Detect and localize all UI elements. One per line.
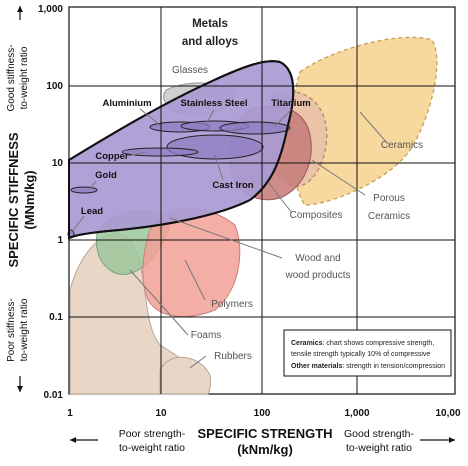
svg-text:Good strength-: Good strength-	[344, 428, 415, 440]
label-copper: Copper	[95, 151, 129, 162]
svg-text:to-weight ratio: to-weight ratio	[19, 298, 30, 361]
x-ticks: 1 10 100 1,000 10,00	[67, 408, 461, 419]
y-ticks: 1,000 100 10 1 0.1 0.01	[38, 4, 63, 401]
y-tick-0-1: 0.1	[49, 312, 63, 323]
label-metals-line2: and alloys	[182, 36, 238, 48]
label-composites: Composites	[290, 210, 343, 221]
x-axis-unit: (kNm/kg)	[237, 442, 293, 457]
metals-outline	[68, 60, 295, 240]
label-ceramics: Ceramics	[381, 140, 423, 151]
svg-text:tensile strength typically 10%: tensile strength typically 10% of compre…	[291, 351, 430, 358]
x-right-note: Good strength- to-weight ratio	[344, 428, 455, 454]
svg-text:Poor stiffness-: Poor stiffness-	[6, 298, 17, 362]
label-cast-iron: Cast Iron	[212, 180, 253, 191]
label-glasses: Glasses	[172, 65, 208, 76]
label-wood-line2: wood products	[284, 270, 350, 281]
svg-text:Ceramics: chart shows compress: Ceramics: chart shows compressive streng…	[291, 340, 434, 347]
label-wood-line1: Wood and	[295, 253, 340, 264]
x-tick-10: 10	[155, 408, 167, 419]
label-rubbers: Rubbers	[214, 351, 252, 362]
y-tick-0-01: 0.01	[44, 390, 64, 401]
label-gold: Gold	[95, 170, 117, 181]
region-copper	[121, 147, 199, 157]
regions	[67, 36, 438, 395]
svg-text:Other materials: strength in t: Other materials: strength in tension/com…	[291, 363, 445, 370]
grid	[69, 7, 455, 394]
x-tick-1: 1	[67, 408, 73, 419]
svg-text:Good stiffness-: Good stiffness-	[6, 44, 17, 111]
label-stainless-steel: Stainless Steel	[180, 98, 247, 109]
y-axis-title: SPECIFIC STIFFNESS	[6, 132, 21, 267]
metal-details	[67, 120, 291, 239]
label-lead: Lead	[81, 206, 103, 217]
x-tick-1000: 1,000	[344, 408, 369, 419]
y-tick-100: 100	[46, 81, 63, 92]
y-tick-1000: 1,000	[38, 4, 63, 15]
y-axis-unit: (MNm/kg)	[22, 170, 37, 229]
y-tick-10: 10	[52, 158, 64, 169]
y-top-note: Good stiffness- to-weight ratio	[6, 6, 30, 112]
leader-lines	[71, 108, 389, 369]
label-metals-line1: Metals	[192, 18, 228, 30]
y-tick-1: 1	[57, 235, 63, 246]
notes-box: Ceramics: chart shows compressive streng…	[283, 329, 452, 377]
x-axis-title: SPECIFIC STRENGTH	[197, 426, 332, 441]
label-titanium: Titanium	[271, 98, 310, 109]
region-labels: Metals and alloys Glasses Aluminium Stai…	[81, 18, 423, 362]
x-tick-10000: 10,00	[435, 408, 460, 419]
label-polymers: Polymers	[211, 299, 253, 310]
label-porous-line2: Ceramics	[368, 211, 410, 222]
region-titanium	[219, 121, 291, 135]
y-bottom-note: Poor stiffness- to-weight ratio	[6, 298, 30, 392]
label-foams: Foams	[191, 330, 222, 341]
x-tick-100: 100	[254, 408, 271, 419]
label-porous-line1: Porous	[373, 193, 405, 204]
svg-text:to-weight ratio: to-weight ratio	[19, 46, 30, 109]
x-left-note: Poor strength- to-weight ratio	[70, 428, 186, 454]
region-rubbers	[159, 356, 212, 395]
svg-text:to-weight ratio: to-weight ratio	[119, 442, 185, 454]
region-gold	[70, 186, 98, 194]
svg-text:Poor strength-: Poor strength-	[119, 428, 186, 440]
label-aluminium: Aluminium	[102, 98, 151, 109]
svg-text:to-weight ratio: to-weight ratio	[346, 442, 412, 454]
